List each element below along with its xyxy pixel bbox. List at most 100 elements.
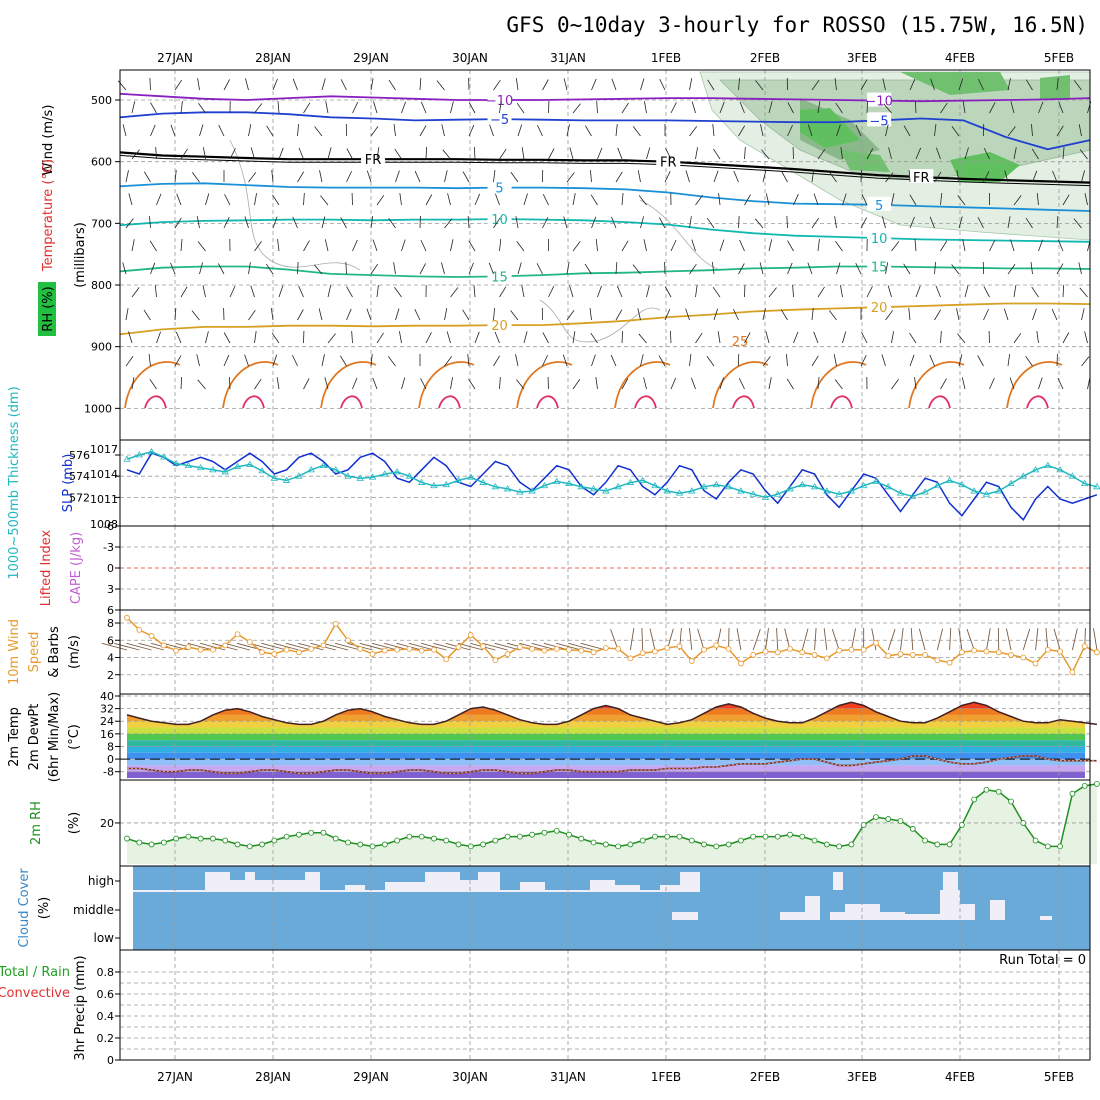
rh2m-line-point <box>627 841 634 848</box>
wind-barb <box>339 355 347 367</box>
wind-barb <box>882 216 886 229</box>
wind-barb <box>621 102 629 114</box>
rh-green-3 <box>800 108 860 148</box>
wind-barb <box>444 308 448 321</box>
wind-barb <box>689 126 698 137</box>
wind10m-speed-line-point <box>774 649 781 656</box>
top-date-31JAN: 31JAN <box>550 51 586 65</box>
wind-barb <box>1009 377 1015 390</box>
wind-barb <box>956 170 960 183</box>
contour-label-5: 5 <box>875 199 883 214</box>
wind10m-speed-line-point <box>320 642 327 649</box>
wind-barb <box>203 147 206 160</box>
wind-barb <box>572 331 576 344</box>
wind-barb <box>321 216 326 229</box>
wind-barb <box>401 377 406 390</box>
wind-barb <box>155 147 157 160</box>
wind-barb <box>596 101 598 114</box>
wind-barb <box>787 124 793 137</box>
wind10m-speed-line-point <box>271 651 278 657</box>
tick-label: 1000 <box>84 402 112 415</box>
thickness-line-point <box>368 473 377 480</box>
wind-barb <box>597 147 603 160</box>
thickness-line-point <box>196 463 205 471</box>
wind-barb <box>254 103 263 114</box>
top-date-5FEB: 5FEB <box>1044 51 1074 65</box>
cloud-gap-high-11 <box>460 880 478 892</box>
wind-barb <box>436 80 445 91</box>
rh-contour-10c <box>639 199 721 271</box>
rh2m-label: 2m RH <box>29 801 44 845</box>
wind-barb <box>616 285 623 298</box>
slp-tick: 1008 <box>90 518 118 531</box>
wind-barb <box>537 124 543 137</box>
wind-barb <box>706 217 715 229</box>
rh2m-line-point <box>516 833 523 840</box>
contour-label-20: 20 <box>491 319 508 334</box>
wind-barb <box>621 193 624 206</box>
wind-barb <box>495 193 500 206</box>
wind-barb <box>685 170 690 183</box>
wind10m-speed-line-point <box>946 659 953 666</box>
thickness-line-point <box>282 476 291 483</box>
wind-barb <box>903 125 911 137</box>
wind10m-speed-line-point <box>443 656 450 663</box>
wind-barb <box>125 218 134 229</box>
wind10m-speed-line-point <box>688 658 695 664</box>
wind-barb <box>591 354 596 367</box>
wind-barb <box>468 102 476 114</box>
wind-barb <box>122 124 127 137</box>
rh2m-line-point <box>688 837 695 844</box>
wind-barb <box>266 125 274 137</box>
wind-barb <box>297 171 305 183</box>
thickness-line-point <box>1093 483 1100 490</box>
rh2m-line-point <box>136 839 143 846</box>
wind-barb <box>978 78 984 91</box>
wind-barb <box>536 263 543 275</box>
rh2m-line-point <box>652 833 658 840</box>
rh2m-line-point <box>995 788 1002 795</box>
rh2m-line-point <box>1044 843 1051 850</box>
wind-barb <box>1056 125 1064 137</box>
wind-barb <box>314 126 323 137</box>
rh2m-line-point <box>431 835 437 842</box>
wind-barb <box>914 100 917 114</box>
wind-barb <box>861 193 868 206</box>
wind-barb <box>909 332 917 344</box>
rh2m-line-point <box>725 841 732 848</box>
wind-barb <box>229 148 236 160</box>
rh2m-line-point <box>566 831 572 838</box>
wind-barb <box>327 147 332 160</box>
wind-barb <box>768 377 772 390</box>
temp-band-8 <box>127 752 1085 760</box>
wind-barb <box>388 217 396 229</box>
precip-panel: 0.8 0.6 0.4 0.2 0 Run Total = 0 Total / Rain… <box>0 949 1091 1067</box>
tick-label: 574 <box>69 470 90 483</box>
wind-barb <box>493 217 501 229</box>
temp-contour-30-blob <box>438 395 461 409</box>
wind-barb <box>835 241 843 252</box>
cloud-gap-mid-2 <box>805 896 820 920</box>
wind-barb <box>1010 239 1015 252</box>
rh2m-line-point <box>1081 782 1088 789</box>
wind-barb <box>961 377 966 390</box>
thickness-line-point <box>1068 472 1077 479</box>
wind-barb <box>640 354 644 367</box>
wind10m-barb <box>261 642 287 651</box>
wind-barb <box>621 240 629 252</box>
wind-barb <box>542 332 549 344</box>
wind-barb <box>149 77 151 91</box>
tick-label: 572 <box>69 491 90 504</box>
wind10m-barb <box>359 642 385 651</box>
cloud-gap-mid-1 <box>780 912 805 920</box>
wind-barb <box>929 354 935 367</box>
wind-barb <box>401 101 406 114</box>
wind-barb <box>298 147 304 160</box>
tick-label: 600 <box>91 156 112 169</box>
wind-barb <box>936 147 941 160</box>
wind-barb <box>372 377 378 390</box>
rh2m-line-point <box>983 786 990 793</box>
wind-barb <box>833 354 837 367</box>
temp-contour-25-blob <box>222 361 279 409</box>
wind-barb <box>218 263 225 275</box>
